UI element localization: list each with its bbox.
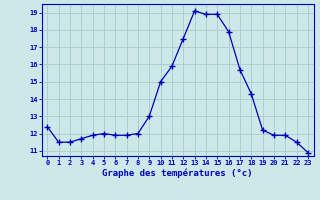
X-axis label: Graphe des températures (°c): Graphe des températures (°c) — [102, 169, 253, 178]
